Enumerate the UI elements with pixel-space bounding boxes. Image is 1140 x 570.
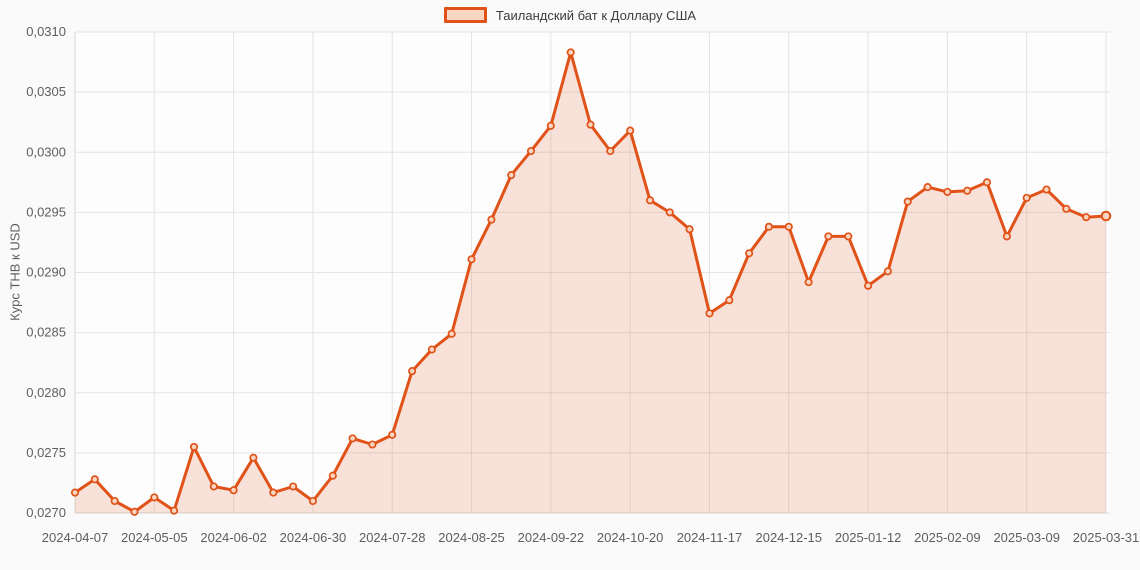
x-axis-tick-label: 2024-04-07 [42,530,109,545]
y-axis-tick-label: 0,0305 [26,84,66,99]
x-axis-tick-label: 2025-03-31 [1073,530,1140,545]
x-axis-tick-label: 2025-01-12 [835,530,902,545]
data-point-marker[interactable] [1062,204,1071,213]
data-point-marker[interactable] [923,183,932,192]
data-point-marker[interactable] [348,434,357,443]
y-axis-tick-label: 0,0295 [26,204,66,219]
x-axis-tick-label: 2024-11-17 [677,530,743,545]
data-point-marker[interactable] [626,126,635,135]
y-axis-tick-label: 0,0310 [26,24,66,39]
y-axis-title: Курс THB к USD [7,223,23,321]
data-point-marker[interactable] [289,482,298,491]
x-axis-tick-label: 2024-12-15 [756,530,823,545]
chart-legend[interactable]: Таиландский бат к Доллару США [0,7,1140,23]
series-area-fill [75,52,1106,514]
data-point-marker[interactable] [507,171,516,180]
data-point-marker[interactable] [130,507,139,516]
x-axis-tick-label: 2024-10-20 [597,530,664,545]
data-point-marker[interactable] [249,453,258,462]
data-point-marker[interactable] [170,506,179,515]
y-axis-tick-label: 0,0300 [26,144,66,159]
data-point-marker[interactable] [844,232,853,241]
x-axis-tick-label: 2025-02-09 [914,530,981,545]
data-point-marker[interactable] [328,471,337,480]
legend-series-swatch [443,7,487,23]
data-point-marker[interactable] [566,48,575,57]
data-point-marker[interactable] [189,442,199,451]
data-point-marker[interactable] [943,187,952,196]
data-point-marker[interactable] [982,178,992,187]
data-point-marker[interactable] [110,496,119,506]
y-axis-tick-label: 0,0280 [26,385,66,400]
y-axis-tick-label: 0,0275 [26,445,66,460]
data-point-marker[interactable] [526,146,536,156]
legend-series-label: Таиландский бат к Доллару США [495,7,697,23]
x-axis-tick-label: 2024-05-05 [121,530,188,545]
data-point-marker[interactable] [368,440,377,449]
data-point-marker[interactable] [427,345,436,354]
data-point-marker[interactable] [665,208,674,217]
data-point-marker[interactable] [1042,185,1051,194]
data-point-marker[interactable] [229,486,238,495]
data-point-marker[interactable] [1002,232,1011,241]
data-point-marker[interactable] [90,475,99,484]
data-point-marker[interactable] [725,296,734,305]
y-axis-tick-label: 0,0270 [26,505,66,520]
x-axis-tick-label: 2024-06-02 [200,530,267,545]
data-point-marker[interactable] [864,281,873,290]
data-point-marker[interactable] [1022,193,1031,202]
data-point-marker[interactable] [586,120,595,129]
data-point-marker[interactable] [804,278,813,287]
data-point-marker[interactable] [883,267,892,276]
data-point-marker[interactable] [705,309,714,318]
data-point-marker[interactable] [70,488,80,497]
data-point-marker[interactable] [487,215,496,224]
data-point-marker[interactable] [764,222,773,231]
data-point-marker[interactable] [209,482,218,491]
x-axis-tick-label: 2024-06-30 [280,530,347,545]
data-point-marker[interactable] [784,222,793,231]
data-point-marker[interactable] [269,488,278,497]
data-point-marker[interactable] [150,493,159,502]
data-point-marker[interactable] [447,329,456,338]
x-axis-tick-label: 2024-09-22 [518,530,585,545]
data-point-marker[interactable] [824,232,833,241]
data-point-marker[interactable] [606,146,615,156]
data-point-marker[interactable] [546,121,555,130]
y-axis-tick-label: 0,0285 [26,325,66,340]
data-point-marker[interactable] [903,197,912,206]
data-point-marker[interactable] [308,496,317,506]
x-axis-tick-label: 2024-08-25 [438,530,505,545]
data-point-marker[interactable] [388,430,397,439]
data-point-marker[interactable] [1082,213,1091,222]
data-point-marker[interactable] [645,196,655,205]
data-point-marker[interactable] [408,367,417,376]
data-point-marker[interactable] [467,255,476,264]
data-point-marker[interactable] [1100,210,1112,222]
data-point-marker[interactable] [745,249,754,258]
data-point-marker[interactable] [685,225,694,234]
data-point-marker[interactable] [963,186,972,195]
x-axis-tick-label: 2024-07-28 [359,530,426,545]
y-axis-tick-label: 0,0290 [26,265,66,280]
x-axis-tick-label: 2025-03-09 [993,530,1060,545]
